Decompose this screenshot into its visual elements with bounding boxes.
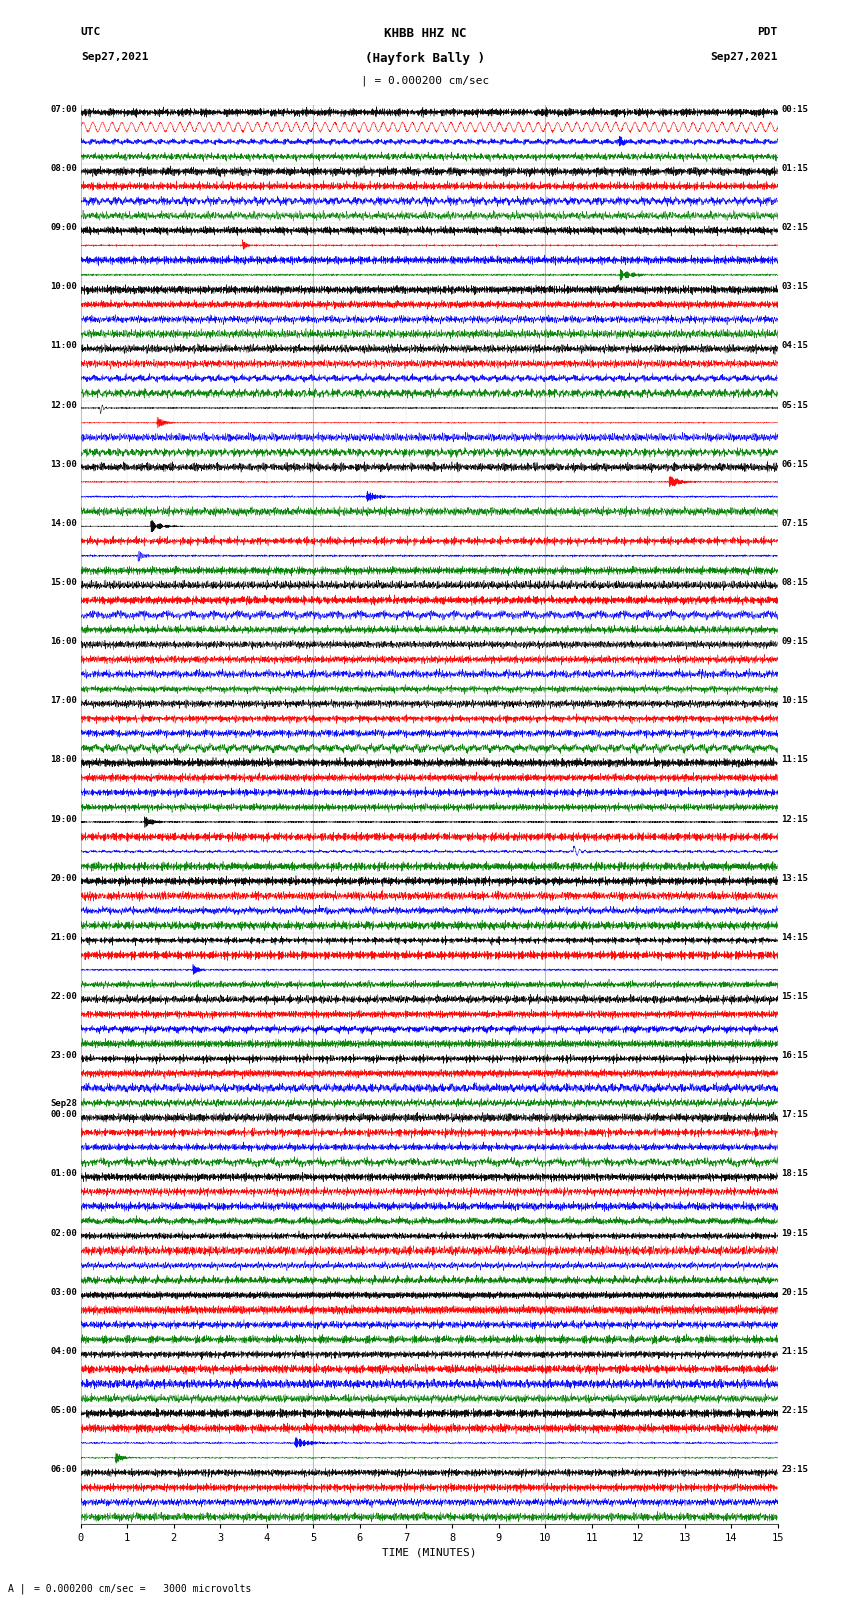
Text: 23:15: 23:15	[781, 1465, 808, 1474]
Text: KHBB HHZ NC: KHBB HHZ NC	[383, 27, 467, 40]
Text: Sep27,2021: Sep27,2021	[711, 52, 778, 61]
Text: 16:15: 16:15	[781, 1052, 808, 1060]
Text: Sep27,2021: Sep27,2021	[81, 52, 148, 61]
Text: 11:00: 11:00	[50, 342, 77, 350]
Text: 02:00: 02:00	[50, 1229, 77, 1237]
Text: 22:15: 22:15	[781, 1407, 808, 1415]
Text: 05:00: 05:00	[50, 1407, 77, 1415]
Text: 17:00: 17:00	[50, 697, 77, 705]
Text: 00:15: 00:15	[781, 105, 808, 115]
Text: (Hayfork Bally ): (Hayfork Bally )	[365, 52, 485, 65]
Text: 21:15: 21:15	[781, 1347, 808, 1357]
Text: 04:00: 04:00	[50, 1347, 77, 1357]
Text: 05:15: 05:15	[781, 400, 808, 410]
Text: | = 0.000200 cm/sec: | = 0.000200 cm/sec	[361, 76, 489, 87]
Text: 03:15: 03:15	[781, 282, 808, 292]
Text: 01:00: 01:00	[50, 1169, 77, 1179]
Text: 00:00: 00:00	[50, 1110, 77, 1119]
Text: 10:00: 10:00	[50, 282, 77, 292]
Text: A |: A |	[8, 1582, 26, 1594]
Text: 06:00: 06:00	[50, 1465, 77, 1474]
Text: 03:00: 03:00	[50, 1287, 77, 1297]
X-axis label: TIME (MINUTES): TIME (MINUTES)	[382, 1547, 477, 1558]
Text: 14:00: 14:00	[50, 519, 77, 527]
Text: 15:00: 15:00	[50, 577, 77, 587]
Text: 06:15: 06:15	[781, 460, 808, 469]
Text: 13:15: 13:15	[781, 874, 808, 882]
Text: 02:15: 02:15	[781, 223, 808, 232]
Text: PDT: PDT	[757, 27, 778, 37]
Text: 19:00: 19:00	[50, 815, 77, 824]
Text: 09:00: 09:00	[50, 223, 77, 232]
Text: 10:15: 10:15	[781, 697, 808, 705]
Text: 15:15: 15:15	[781, 992, 808, 1002]
Text: 17:15: 17:15	[781, 1110, 808, 1119]
Text: 16:00: 16:00	[50, 637, 77, 647]
Text: 11:15: 11:15	[781, 755, 808, 765]
Text: 18:15: 18:15	[781, 1169, 808, 1179]
Text: 08:00: 08:00	[50, 165, 77, 173]
Text: 04:15: 04:15	[781, 342, 808, 350]
Text: 09:15: 09:15	[781, 637, 808, 647]
Text: 07:00: 07:00	[50, 105, 77, 115]
Text: 13:00: 13:00	[50, 460, 77, 469]
Text: 19:15: 19:15	[781, 1229, 808, 1237]
Text: 20:15: 20:15	[781, 1287, 808, 1297]
Text: Sep28: Sep28	[50, 1098, 77, 1108]
Text: 20:00: 20:00	[50, 874, 77, 882]
Text: 22:00: 22:00	[50, 992, 77, 1002]
Text: 12:00: 12:00	[50, 400, 77, 410]
Text: 12:15: 12:15	[781, 815, 808, 824]
Text: 01:15: 01:15	[781, 165, 808, 173]
Text: 08:15: 08:15	[781, 577, 808, 587]
Text: 23:00: 23:00	[50, 1052, 77, 1060]
Text: 14:15: 14:15	[781, 932, 808, 942]
Text: UTC: UTC	[81, 27, 101, 37]
Text: = 0.000200 cm/sec =   3000 microvolts: = 0.000200 cm/sec = 3000 microvolts	[34, 1584, 252, 1594]
Text: 18:00: 18:00	[50, 755, 77, 765]
Text: 07:15: 07:15	[781, 519, 808, 527]
Text: 21:00: 21:00	[50, 932, 77, 942]
